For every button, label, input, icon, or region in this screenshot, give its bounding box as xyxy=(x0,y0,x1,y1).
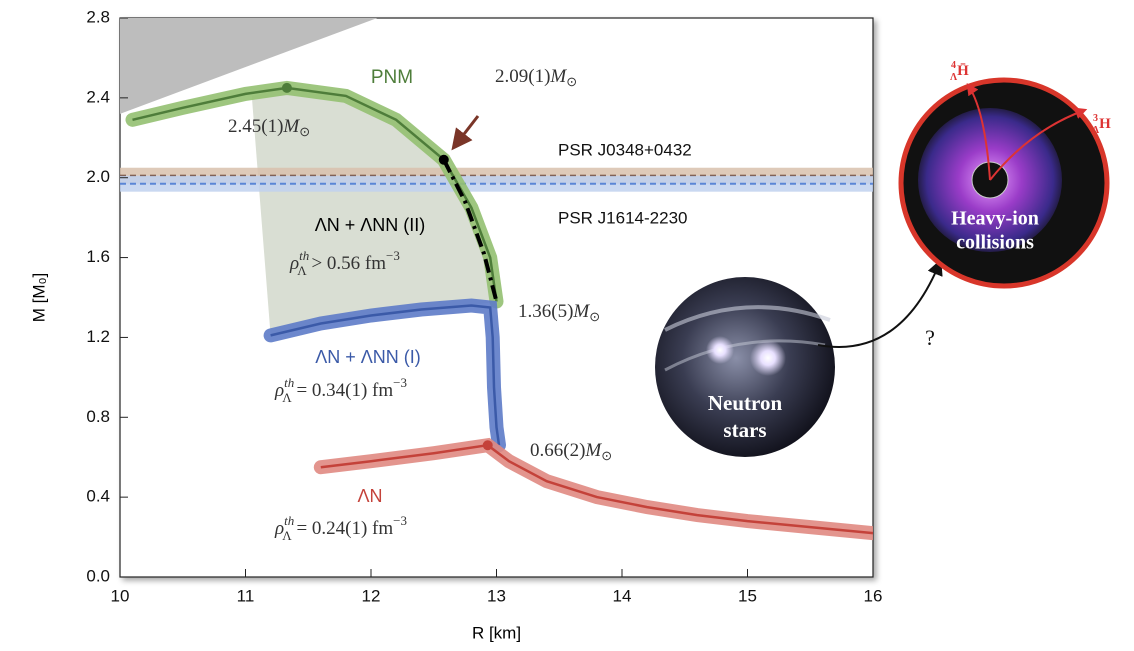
annotation: 1.36(5)M⊙ xyxy=(518,301,600,324)
text-part: ⊙ xyxy=(566,74,577,89)
y-tick-label: 0.8 xyxy=(86,407,110,426)
inset-label: stars xyxy=(723,418,766,442)
series-label: PNM xyxy=(371,67,413,88)
series-label: ΛN + ΛNN (I) xyxy=(315,347,421,367)
text-part: ⊙ xyxy=(299,124,310,139)
y-tick-label: 2.8 xyxy=(86,7,110,26)
y-tick-label: 0.0 xyxy=(86,566,110,585)
text-part: = 0.24(1) fm xyxy=(292,518,394,539)
text-part: −3 xyxy=(386,248,400,263)
text-part: 3 xyxy=(1093,113,1098,124)
band-label: PSR J1614-2230 xyxy=(558,208,687,227)
text-part: −3 xyxy=(393,513,407,528)
inset-label: collisions xyxy=(956,232,1034,254)
annotation: 2.45(1)M⊙ xyxy=(228,116,310,139)
text-part: = 0.34(1) fm xyxy=(292,380,394,401)
x-tick-label: 15 xyxy=(738,586,757,605)
x-tick-label: 11 xyxy=(237,586,255,605)
marker xyxy=(282,83,292,93)
star xyxy=(750,340,786,376)
series-label: ΛN + ΛNN (II) xyxy=(315,215,426,235)
x-tick-label: 10 xyxy=(111,586,130,605)
x-tick-label: 16 xyxy=(864,586,883,605)
series-label: ΛN xyxy=(357,486,382,506)
text-part: M xyxy=(572,301,590,322)
chart: 10 11 12 13 14 15 16 0.0 0.4 0.8 1.2 1.6 2.0 2.4 2.8 R … xyxy=(0,0,1134,646)
text-part: 0.66(2) xyxy=(530,440,585,461)
y-tick-label: 2.4 xyxy=(86,87,110,106)
band-label: PSR J0348+0432 xyxy=(558,140,692,159)
x-tick-label: 12 xyxy=(362,586,381,605)
marker xyxy=(483,440,493,450)
text-part: H xyxy=(1099,116,1111,132)
x-axis-label: R [km] xyxy=(472,623,521,642)
text-part: ⊙ xyxy=(589,309,600,324)
annotation: 2.09(1)M⊙ xyxy=(495,66,577,89)
text-part: 2.09(1) xyxy=(495,66,550,87)
inset-label: Neutron xyxy=(708,391,783,415)
y-tick-label: 2.0 xyxy=(86,167,110,186)
neutron-star-inset: Neutron stars xyxy=(655,277,835,457)
y-tick-label: 1.2 xyxy=(86,327,110,346)
text-part: H̄ xyxy=(957,63,969,79)
inset-label: Heavy-ion xyxy=(951,208,1039,230)
annotation: 0.66(2)M⊙ xyxy=(530,440,612,463)
heavy-ion-inset: Heavy-ion collisions xyxy=(901,80,1107,286)
marker xyxy=(439,155,449,165)
text-part: > 0.56 fm xyxy=(307,253,387,274)
question-mark: ? xyxy=(925,325,935,350)
text-part: M xyxy=(282,116,300,137)
y-tick-label: 0.4 xyxy=(86,487,110,506)
text-part: M xyxy=(584,440,602,461)
text-part: −3 xyxy=(393,375,407,390)
y-axis-label: M [M₀] xyxy=(29,273,48,323)
text-part: 4 xyxy=(951,60,956,71)
text-part: 2.45(1) xyxy=(228,116,283,137)
text-part: M xyxy=(549,66,567,87)
star xyxy=(706,336,734,364)
y-tick-label: 1.6 xyxy=(86,247,110,266)
text-part: 1.36(5) xyxy=(518,301,573,322)
text-part: ⊙ xyxy=(601,448,612,463)
x-tick-label: 14 xyxy=(613,586,632,605)
x-tick-label: 13 xyxy=(487,586,506,605)
